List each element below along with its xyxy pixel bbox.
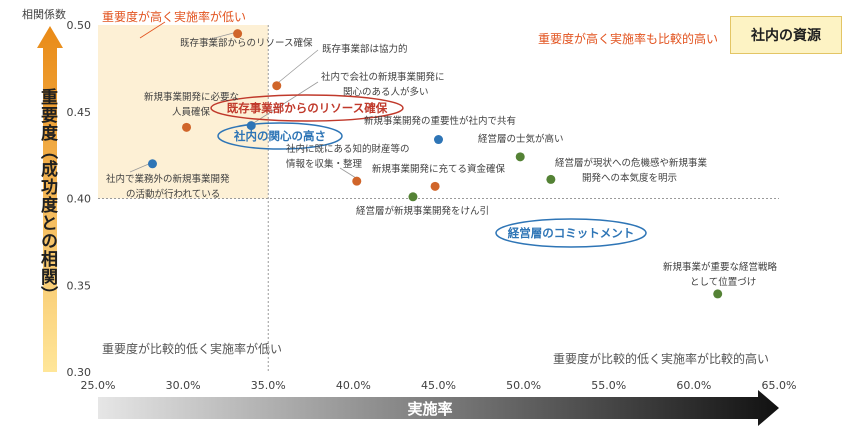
point-label: 社内で業務外の新規事業開発の活動が行われている — [106, 173, 230, 200]
category-box: 社内の資源 — [730, 16, 842, 54]
point-label: 既存事業部は協力的 — [322, 43, 408, 55]
quadrant-label-top-right: 重要度が高く実施率も比較的高い — [538, 32, 719, 46]
data-point — [246, 121, 256, 131]
data-point — [546, 174, 556, 184]
callout-ellipse — [495, 218, 647, 248]
data-point — [408, 192, 418, 202]
data-point — [147, 159, 157, 169]
point-label: 社内に既にある知的財産等の情報を収集・整理 — [286, 143, 410, 170]
point-label: 既存事業部からのリソース確保 — [180, 37, 313, 49]
data-point — [233, 29, 243, 39]
y-tick-label: 0.45 — [67, 106, 92, 119]
x-tick-label: 25.0% — [81, 379, 116, 392]
point-label: 新規事業開発に充てる資金確保 — [372, 163, 506, 175]
data-point — [272, 81, 282, 91]
callout-ellipse — [217, 122, 343, 150]
data-point — [713, 289, 723, 299]
leader-line — [251, 81, 319, 125]
y-axis-title: 重要度（成功度との相関） — [37, 88, 57, 304]
point-label: 新規事業開発の重要性が社内で共有 — [364, 115, 516, 127]
callout-label: 社内の関心の高さ — [233, 129, 326, 143]
data-point — [352, 176, 362, 186]
callout-ellipse — [210, 94, 404, 122]
x-tick-label: 50.0% — [506, 379, 541, 392]
quadrant-label-top-left: 重要度が高く実施率が低い — [102, 10, 247, 24]
leader-line — [278, 49, 319, 83]
highlight-quadrant — [98, 25, 269, 199]
point-label: 新規事業が重要な経営戦略として位置づけ — [663, 261, 778, 288]
data-point — [434, 135, 443, 145]
leader-line — [339, 167, 357, 179]
quadrant-label-bottom-right: 重要度が比較的低く実施率が比較的高い — [553, 352, 770, 366]
data-point — [515, 152, 525, 162]
y-tick-label: 0.40 — [67, 193, 92, 206]
x-tick-label: 65.0% — [762, 379, 797, 392]
x-axis-arrow — [98, 390, 779, 426]
leader-line — [129, 162, 152, 173]
point-label: 経営層の士気が高い — [478, 133, 564, 145]
quadrant-leader-line — [139, 21, 166, 39]
quadrant-label-bottom-left: 重要度が比較的低く実施率が低い — [102, 342, 283, 356]
x-tick-label: 55.0% — [591, 379, 626, 392]
x-tick-label: 45.0% — [421, 379, 456, 392]
point-label: 新規事業開発に必要な人員確保 — [144, 91, 239, 118]
y-tick-label: 0.35 — [67, 279, 92, 292]
callout-label: 既存事業部からのリソース確保 — [227, 101, 388, 115]
callout-label: 経営層のコミットメント — [508, 226, 635, 240]
point-label: 経営層が新規事業開発をけん引 — [356, 205, 489, 217]
x-tick-label: 35.0% — [251, 379, 286, 392]
data-point — [430, 181, 440, 191]
y-axis-caption: 相関係数 — [22, 8, 66, 21]
x-tick-label: 60.0% — [676, 379, 711, 392]
point-label: 社内で会社の新規事業開発に関心のある人が多い — [321, 71, 445, 98]
data-point — [182, 122, 192, 132]
y-tick-label: 0.50 — [67, 19, 92, 32]
x-tick-label: 40.0% — [336, 379, 371, 392]
y-tick-label: 0.30 — [67, 366, 92, 379]
y-axis-arrow — [37, 26, 63, 372]
point-label: 経営層が現状への危機感や新規事業開発への本気度を明示 — [555, 157, 708, 184]
x-axis-title: 実施率 — [407, 400, 453, 418]
x-tick-label: 30.0% — [166, 379, 201, 392]
